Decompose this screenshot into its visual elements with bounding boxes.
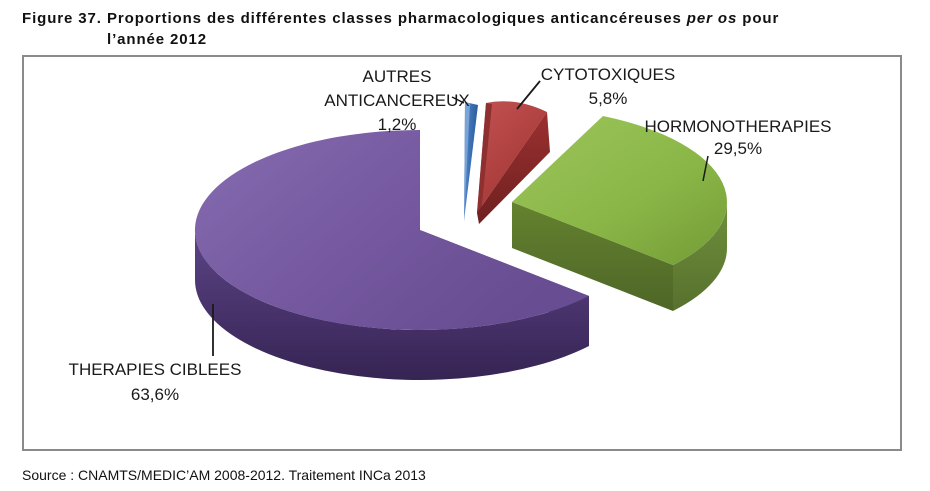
pie-slice-hormonotherapies-cut-face (512, 202, 673, 311)
figure-title-italic: per os (686, 10, 738, 27)
slice-value: 1,2% (377, 115, 417, 134)
pie-slice-therapies-ciblees-top (194, 130, 589, 330)
slice-value: 5,8% (588, 89, 628, 108)
leader-line-hormonotherapies (702, 155, 709, 182)
slice-name: HORMONOTHERAPIES (644, 117, 832, 136)
pie-slice-autres-anticancereux-highlight (464, 102, 470, 221)
chart-frame: AUTRES ANTICANCEREUX 1,2% CYTOTOXIQUES 5… (22, 55, 902, 451)
slice-value: 29,5% (713, 139, 763, 158)
slice-name: CYTOTOXIQUES (540, 65, 676, 84)
slice-label-cytotoxiques: CYTOTOXIQUES 5,8% (541, 63, 675, 111)
figure-title: Figure 37. Proportions des différentes c… (22, 8, 908, 50)
slice-label-therapies-ciblees: THERAPIES CIBLEES 63,6% (69, 357, 242, 407)
slice-value: 63,6% (130, 385, 180, 404)
figure-title-text: Proportions des différentes classes phar… (107, 8, 908, 50)
pie-slice-cytotoxiques-top (477, 101, 547, 213)
slice-name: AUTRES ANTICANCEREUX (324, 67, 470, 110)
slice-label-hormonotherapies: HORMONOTHERAPIES 29,5% (644, 116, 831, 160)
pie-slice-hormonotherapies-top (512, 116, 727, 265)
pie-slice-cytotoxiques-left-edge (477, 103, 492, 214)
source-caption: Source : CNAMTS/MEDIC’AM 2008-2012. Trai… (22, 467, 426, 483)
pie-slice-therapies-ciblees-side (195, 230, 589, 380)
pie-slice-hormonotherapies-side (673, 202, 728, 311)
pie-slice-cytotoxiques-cut-face (477, 112, 550, 224)
leader-line-autres (451, 96, 465, 104)
leader-line-cytotoxiques (516, 80, 541, 110)
figure-number: Figure 37. (22, 10, 102, 27)
slice-name: THERAPIES CIBLEES (68, 360, 242, 379)
slice-label-autres-anticancereux: AUTRES ANTICANCEREUX 1,2% (307, 65, 487, 137)
pie-chart-svg (194, 80, 728, 380)
figure-title-line2: l’année 2012 (107, 31, 208, 48)
figure-title-line1: Proportions des différentes classes phar… (107, 10, 780, 27)
